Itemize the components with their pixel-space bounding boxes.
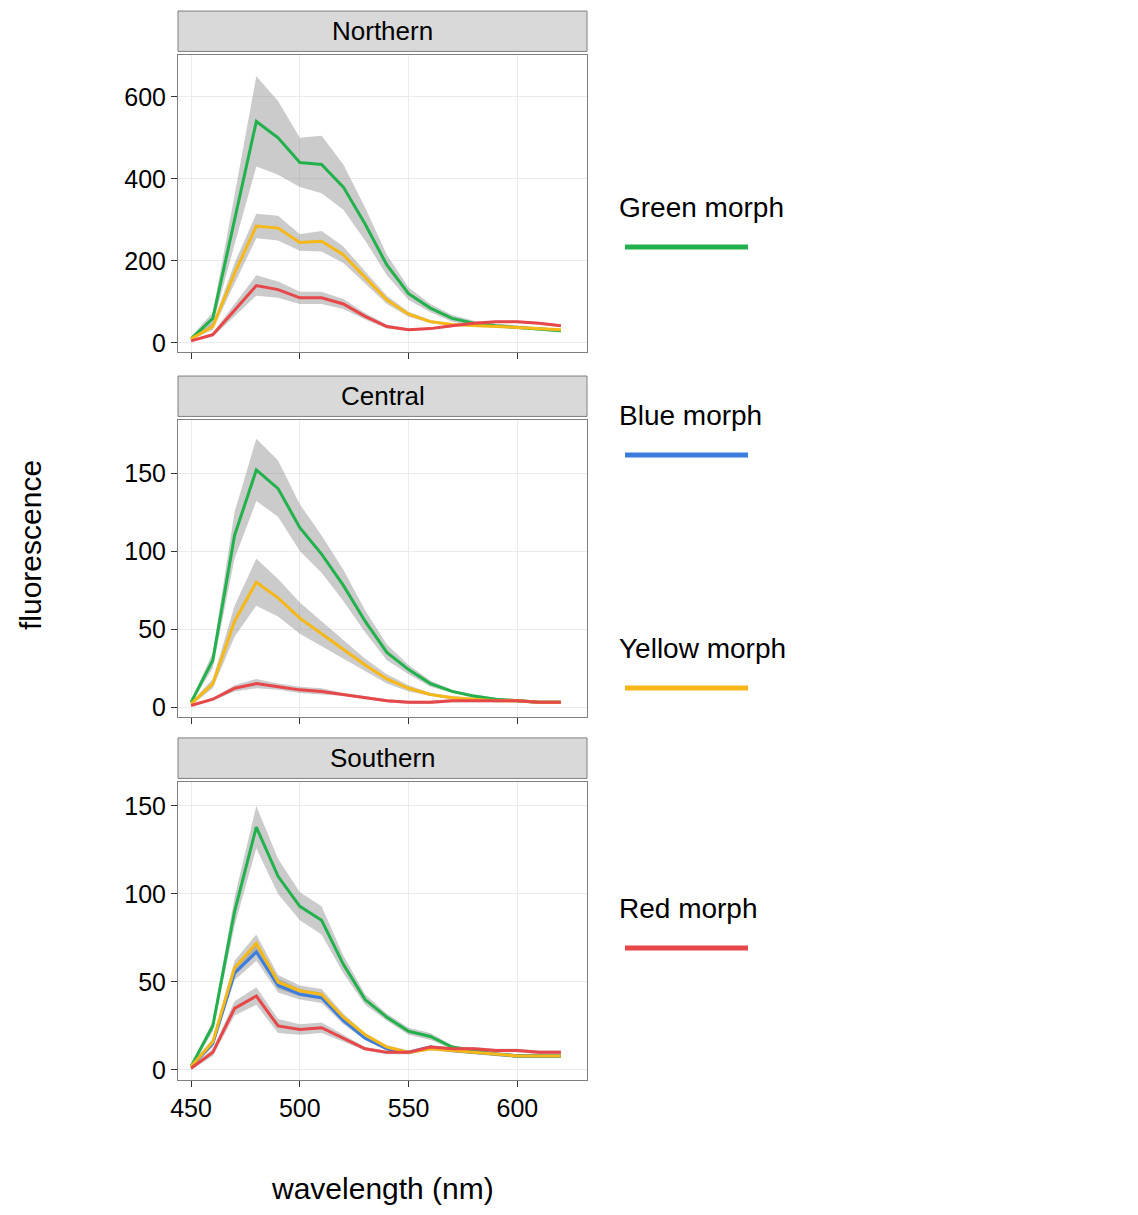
svg-text:fluorescence: fluorescence — [14, 460, 47, 630]
svg-text:wavelength (nm): wavelength (nm) — [271, 1172, 494, 1205]
svg-text:Northern: Northern — [332, 16, 433, 46]
svg-text:0: 0 — [152, 693, 166, 721]
svg-text:Yellow morph: Yellow morph — [619, 633, 786, 664]
svg-text:450: 450 — [170, 1094, 212, 1122]
svg-text:150: 150 — [124, 459, 166, 487]
svg-text:0: 0 — [152, 1056, 166, 1084]
svg-text:Blue morph: Blue morph — [619, 400, 762, 431]
svg-text:400: 400 — [124, 165, 166, 193]
svg-text:Green morph: Green morph — [619, 192, 784, 223]
svg-text:0: 0 — [152, 329, 166, 357]
svg-text:Red morph: Red morph — [619, 893, 758, 924]
svg-text:50: 50 — [138, 615, 166, 643]
svg-text:50: 50 — [138, 968, 166, 996]
svg-text:500: 500 — [279, 1094, 321, 1122]
svg-text:200: 200 — [124, 247, 166, 275]
svg-text:100: 100 — [124, 880, 166, 908]
svg-text:600: 600 — [497, 1094, 539, 1122]
svg-text:150: 150 — [124, 792, 166, 820]
svg-text:550: 550 — [388, 1094, 430, 1122]
svg-text:100: 100 — [124, 537, 166, 565]
svg-text:Southern: Southern — [330, 743, 436, 773]
svg-text:Central: Central — [341, 381, 425, 411]
svg-text:600: 600 — [124, 83, 166, 111]
